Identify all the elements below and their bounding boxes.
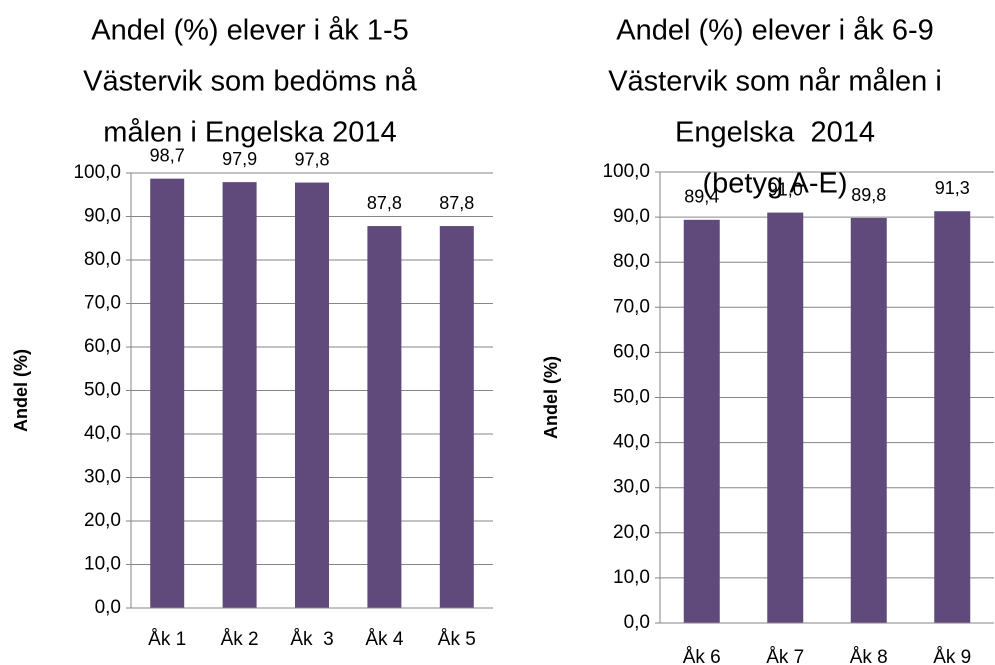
x-tick-label: Åk 5 <box>438 629 476 650</box>
bar <box>150 178 185 608</box>
chart-title: Engelska 2014 <box>675 117 875 149</box>
y-tick-label: 70,0 <box>84 293 121 314</box>
y-tick-label: 30,0 <box>613 477 650 498</box>
bar <box>222 182 257 608</box>
y-tick-label: 70,0 <box>613 296 650 317</box>
x-tick-label: Åk 4 <box>365 629 403 650</box>
y-tick-label: 50,0 <box>613 387 650 408</box>
y-tick-label: 50,0 <box>84 380 121 401</box>
x-tick-label: Åk 8 <box>850 647 888 665</box>
bar <box>439 226 474 608</box>
chart-title: målen i Engelska 2014 <box>103 117 396 149</box>
chart-title: Västervik som når målen i <box>608 66 942 98</box>
y-axis-label: Andel (%) <box>11 349 31 432</box>
x-tick-label: Åk 7 <box>766 647 804 665</box>
y-tick-label: 0,0 <box>624 612 650 633</box>
y-tick-label: 60,0 <box>613 341 650 362</box>
data-label: 87,8 <box>367 193 402 213</box>
y-tick-label: 100,0 <box>602 161 650 182</box>
y-tick-label: 0,0 <box>95 597 121 618</box>
y-tick-label: 90,0 <box>84 206 121 227</box>
data-label: 91,3 <box>935 178 970 198</box>
data-label: 91,0 <box>768 179 803 199</box>
y-tick-label: 90,0 <box>613 206 650 227</box>
bar <box>850 218 887 623</box>
data-label: 89,4 <box>684 187 719 207</box>
bar <box>683 219 720 623</box>
x-tick-label: Åk 1 <box>148 629 186 650</box>
y-tick-label: 80,0 <box>84 249 121 270</box>
data-label: 87,8 <box>439 193 474 213</box>
y-tick-label: 60,0 <box>84 336 121 357</box>
y-tick-label: 80,0 <box>613 251 650 272</box>
y-tick-label: 10,0 <box>84 554 121 575</box>
bar <box>767 212 804 623</box>
chart-title: Västervik som bedöms nå <box>83 66 418 98</box>
bar <box>295 182 329 608</box>
data-label: 89,8 <box>851 185 886 205</box>
data-label: 97,8 <box>294 149 329 169</box>
data-label: 97,9 <box>222 149 257 169</box>
y-tick-label: 10,0 <box>613 567 650 588</box>
y-axis-label: Andel (%) <box>541 356 561 439</box>
y-tick-label: 20,0 <box>84 510 121 531</box>
x-tick-label: Åk 2 <box>221 629 259 650</box>
y-tick-label: 40,0 <box>84 423 121 444</box>
y-tick-label: 20,0 <box>613 522 650 543</box>
chart-title: Andel (%) elever i åk 6-9 <box>616 15 934 47</box>
x-tick-label: Åk 6 <box>683 647 721 665</box>
data-label: 98,7 <box>150 145 185 165</box>
x-tick-label: Åk 9 <box>933 647 971 665</box>
y-tick-label: 40,0 <box>613 432 650 453</box>
y-tick-label: 100,0 <box>73 162 121 183</box>
bar <box>934 211 971 623</box>
x-tick-label: Åk 3 <box>290 629 333 650</box>
y-tick-label: 30,0 <box>84 467 121 488</box>
bar <box>367 226 402 608</box>
chart-title: Andel (%) elever i åk 1-5 <box>91 15 409 47</box>
chart-title: (betyg A-E) <box>702 168 847 200</box>
